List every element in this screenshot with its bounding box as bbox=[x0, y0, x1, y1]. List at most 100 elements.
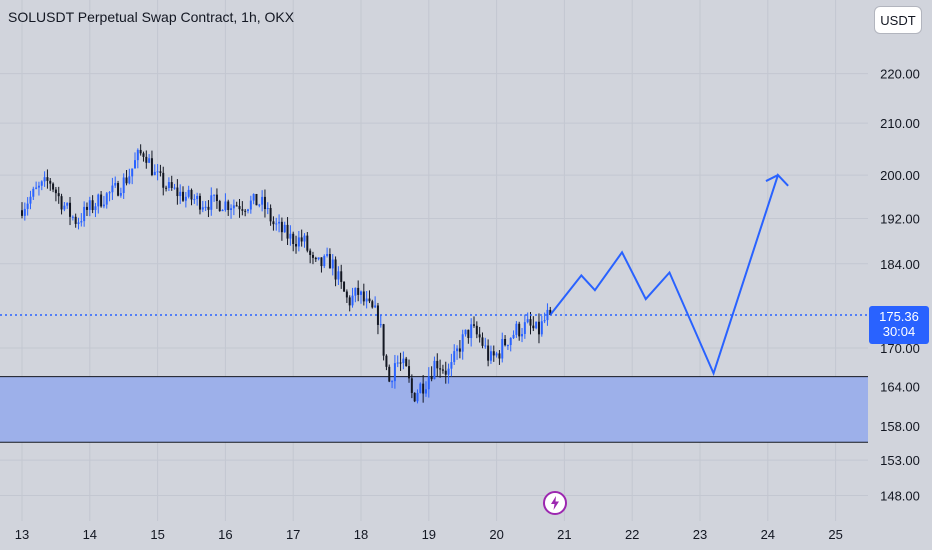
candle-body bbox=[543, 320, 546, 322]
candle-body bbox=[100, 194, 103, 207]
candle-body bbox=[184, 196, 187, 201]
candle-body bbox=[80, 221, 83, 223]
candle-body bbox=[481, 337, 484, 346]
candle-body bbox=[52, 183, 55, 190]
price-axis[interactable]: 220.00 210.00 200.00 192.00 184.00 170.00 164.… bbox=[880, 67, 920, 504]
candle-body bbox=[379, 324, 382, 326]
candle-body bbox=[215, 194, 218, 202]
candle-body bbox=[235, 205, 238, 207]
candle-body bbox=[111, 185, 114, 193]
candle-body bbox=[399, 362, 402, 364]
candle-body bbox=[201, 207, 204, 210]
candle-body bbox=[230, 208, 233, 210]
time-tick-label: 21 bbox=[557, 527, 571, 542]
candle-body bbox=[88, 200, 91, 210]
candle-body bbox=[354, 287, 357, 296]
candle-body bbox=[35, 187, 38, 189]
time-tick-label: 22 bbox=[625, 527, 639, 542]
candle-body bbox=[119, 193, 122, 196]
price-tick-label: 170.00 bbox=[880, 341, 920, 356]
candle-body bbox=[532, 325, 535, 329]
candle-body bbox=[261, 196, 264, 205]
candle-body bbox=[374, 305, 377, 308]
candle-body bbox=[461, 334, 464, 352]
time-tick-label: 14 bbox=[83, 527, 97, 542]
candle-body bbox=[337, 271, 340, 280]
candle-body bbox=[478, 334, 481, 338]
candle-body bbox=[408, 366, 411, 379]
candle-body bbox=[365, 298, 368, 302]
candle-body bbox=[340, 271, 343, 282]
candle-body bbox=[280, 221, 283, 233]
candle-body bbox=[521, 333, 524, 337]
candle-body bbox=[289, 233, 292, 239]
candle-body bbox=[433, 360, 436, 380]
candle-body bbox=[125, 177, 128, 184]
candle-body bbox=[136, 149, 139, 161]
candle-body bbox=[410, 378, 413, 393]
candle-body bbox=[283, 224, 286, 233]
candle-body bbox=[54, 189, 57, 194]
price-tick-label: 148.00 bbox=[880, 489, 920, 504]
candle-body bbox=[306, 235, 309, 251]
candle-body bbox=[504, 338, 507, 346]
candle-body bbox=[495, 353, 498, 356]
candle-body bbox=[362, 291, 365, 302]
candle-body bbox=[331, 259, 334, 269]
candle-body bbox=[131, 168, 134, 177]
candle-body bbox=[391, 381, 394, 383]
candle-body bbox=[156, 171, 159, 173]
time-tick-label: 20 bbox=[489, 527, 503, 542]
candle-body bbox=[518, 323, 521, 337]
candle-body bbox=[198, 195, 201, 210]
candle-body bbox=[368, 298, 371, 302]
price-tick-label: 210.00 bbox=[880, 116, 920, 131]
time-axis[interactable]: 13 14 15 16 17 18 19 20 21 22 23 24 25 bbox=[15, 527, 843, 542]
candle-body bbox=[21, 210, 23, 216]
lightning-icon bbox=[551, 496, 559, 510]
candle-body bbox=[501, 338, 504, 359]
candle-body bbox=[413, 392, 416, 402]
support-zone bbox=[0, 376, 868, 443]
time-tick-label: 17 bbox=[286, 527, 300, 542]
candle-body bbox=[297, 237, 300, 247]
candle-body bbox=[311, 254, 314, 258]
time-tick-label: 19 bbox=[422, 527, 436, 542]
candle-body bbox=[74, 216, 77, 224]
candle-body bbox=[526, 319, 529, 323]
candle-body bbox=[204, 206, 207, 208]
candle-body bbox=[170, 182, 173, 188]
candle-body bbox=[295, 243, 298, 247]
candle-body bbox=[139, 149, 142, 154]
last-price-value: 175.36 bbox=[879, 309, 919, 324]
candle-body bbox=[546, 309, 549, 321]
candle-body bbox=[37, 185, 40, 188]
candle-body bbox=[213, 194, 216, 196]
candle-body bbox=[464, 329, 467, 335]
currency-button[interactable]: USDT bbox=[874, 6, 922, 34]
candle-body bbox=[506, 345, 509, 347]
candle-body bbox=[232, 205, 235, 209]
candle-body bbox=[447, 368, 450, 375]
candle-body bbox=[385, 355, 388, 367]
candle-body bbox=[210, 195, 213, 210]
candle-body bbox=[91, 200, 94, 211]
candle-body bbox=[85, 206, 88, 210]
event-marker[interactable] bbox=[543, 491, 567, 515]
candle-body bbox=[60, 196, 63, 210]
candle-body bbox=[269, 207, 272, 222]
time-tick-label: 23 bbox=[693, 527, 707, 542]
candle-body bbox=[46, 177, 49, 181]
time-tick-label: 15 bbox=[150, 527, 164, 542]
candle-body bbox=[196, 195, 199, 200]
candle-body bbox=[427, 376, 430, 390]
price-tick-label: 184.00 bbox=[880, 257, 920, 272]
candle-body bbox=[467, 329, 470, 339]
time-tick-label: 24 bbox=[761, 527, 775, 542]
candle-body bbox=[487, 345, 490, 361]
candle-body bbox=[249, 200, 252, 210]
candle-body bbox=[351, 295, 354, 306]
candle-body bbox=[489, 351, 492, 361]
candle-body bbox=[314, 257, 317, 260]
